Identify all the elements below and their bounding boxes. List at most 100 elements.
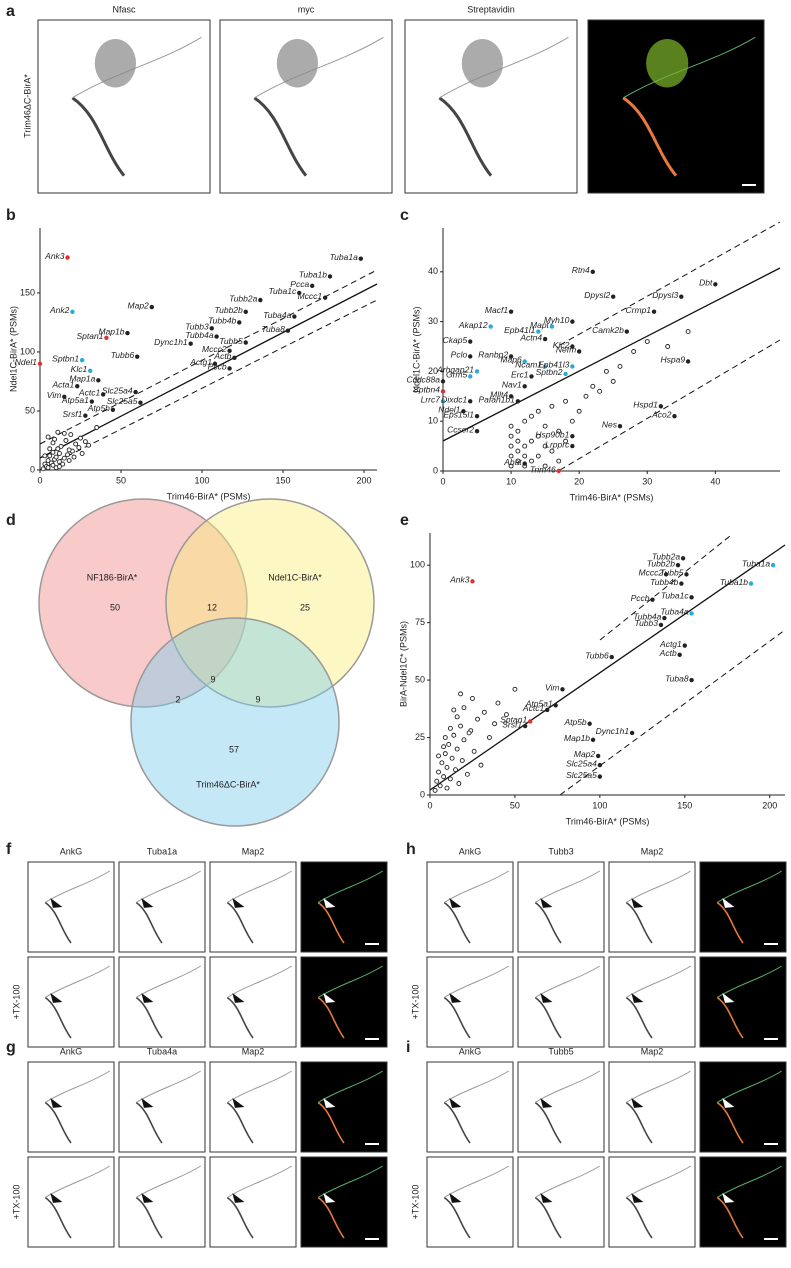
neurite [317, 1196, 345, 1239]
gene-point [677, 652, 682, 658]
gene-label: Mllt4 [490, 390, 508, 400]
neurite [534, 996, 562, 1039]
panel-label: f [6, 841, 12, 858]
gene-point [440, 389, 446, 394]
gene-point [590, 737, 596, 743]
data-point [464, 771, 470, 777]
data-point [590, 383, 596, 389]
data-point [47, 446, 53, 452]
gene-label: Pccb [631, 593, 650, 603]
data-point [508, 443, 514, 449]
gene-label: Nav1 [502, 380, 522, 390]
arrowhead [540, 1098, 553, 1108]
gene-label: Pccb [208, 362, 227, 372]
gene-point [508, 309, 514, 314]
gene-point [297, 290, 302, 296]
data-point [466, 730, 472, 736]
data-point [461, 705, 467, 711]
arrowhead [50, 1193, 63, 1203]
data-point [65, 452, 70, 458]
data-point [583, 393, 589, 399]
gene-label: Dixdc1 [441, 395, 467, 405]
gene-label: Actb [213, 351, 231, 361]
data-point [569, 418, 575, 424]
x-axis-label: Trim46-BirA* (PSMs) [167, 491, 251, 501]
gene-label: Actn4 [519, 332, 542, 342]
gene-point [663, 572, 669, 577]
gene-label: Acta1 [52, 379, 75, 389]
neurite [135, 1196, 163, 1239]
data-point [529, 438, 534, 444]
neurite [72, 36, 202, 99]
gene-point [528, 719, 533, 724]
gene-label: Trim46 [530, 464, 556, 474]
x-tick-label: 0 [440, 476, 445, 486]
neurite [439, 36, 569, 99]
data-point [459, 758, 465, 763]
x-tick-label: 30 [642, 476, 652, 486]
gene-label: Tubb2a [652, 552, 680, 562]
gene-label: Crmp1 [626, 305, 652, 315]
data-point [73, 441, 79, 447]
gene-label: Aco2 [651, 409, 672, 419]
gene-point [470, 579, 475, 584]
gene-label: Slc25a4 [102, 385, 133, 395]
gene-label: Rtn4 [572, 265, 590, 275]
y-tick-label: 100 [410, 560, 425, 570]
gene-label: Dync1h1 [154, 337, 188, 347]
panel-label: d [6, 512, 16, 529]
data-point [515, 438, 521, 444]
y-tick-label: 0 [420, 789, 425, 799]
gene-point [522, 359, 527, 364]
neurite [438, 96, 493, 177]
gene-point [37, 361, 43, 366]
gene-label: Ndel1 [438, 404, 460, 414]
gene-point [553, 703, 558, 708]
venn-count: 50 [110, 602, 120, 612]
data-point [50, 462, 56, 468]
gene-point [536, 329, 541, 334]
arrowhead [631, 1098, 644, 1108]
data-point [481, 709, 487, 715]
venn-set [130, 617, 340, 827]
y-tick-label: 10 [428, 416, 438, 426]
data-point [47, 453, 53, 459]
venn-set-label: Ndel1C-BirA* [268, 572, 322, 582]
gene-point [651, 309, 657, 314]
gene-point [597, 774, 603, 779]
data-point [475, 716, 481, 722]
gene-point [133, 389, 138, 395]
gene-label: Ank3 [44, 251, 65, 261]
venn-count: 12 [207, 602, 217, 612]
neurite [317, 996, 345, 1039]
row-label: +TX-100 [11, 985, 21, 1020]
data-point [529, 458, 534, 464]
gene-label: Ncam1 [515, 360, 542, 370]
gene-label: Ccser2 [447, 424, 474, 434]
data-point [436, 753, 441, 759]
gene-label: Tuba8 [261, 324, 285, 334]
gene-point [556, 468, 561, 474]
y-axis-label: BirA-Ndel1C* (PSMs) [398, 621, 408, 707]
gene-label: Nefm [556, 345, 576, 355]
y-axis-label: Ndel1C-BirA* (PSMs) [411, 306, 421, 392]
x-tick-label: 0 [427, 800, 432, 810]
data-point [42, 453, 48, 459]
channel-label: Tuba1a [147, 846, 177, 856]
data-point [542, 443, 548, 449]
gene-label: Actg1 [659, 639, 682, 649]
gene-point [542, 336, 548, 342]
gene-label: Srsf1 [63, 409, 83, 419]
gene-point [515, 399, 521, 404]
arrowhead [232, 1193, 245, 1203]
gene-label: Slc25a5 [566, 770, 597, 780]
y-axis-label: Ndel1C-BirA* (PSMs) [8, 306, 18, 392]
y-tick-label: 50 [25, 405, 35, 415]
neurite [625, 901, 653, 944]
gene-point [79, 358, 85, 363]
gene-point [327, 274, 333, 279]
gene-label: Tubb4a [633, 611, 661, 621]
gene-label: Tubb4b [650, 577, 678, 587]
gene-point [570, 319, 575, 324]
data-point [665, 344, 671, 349]
